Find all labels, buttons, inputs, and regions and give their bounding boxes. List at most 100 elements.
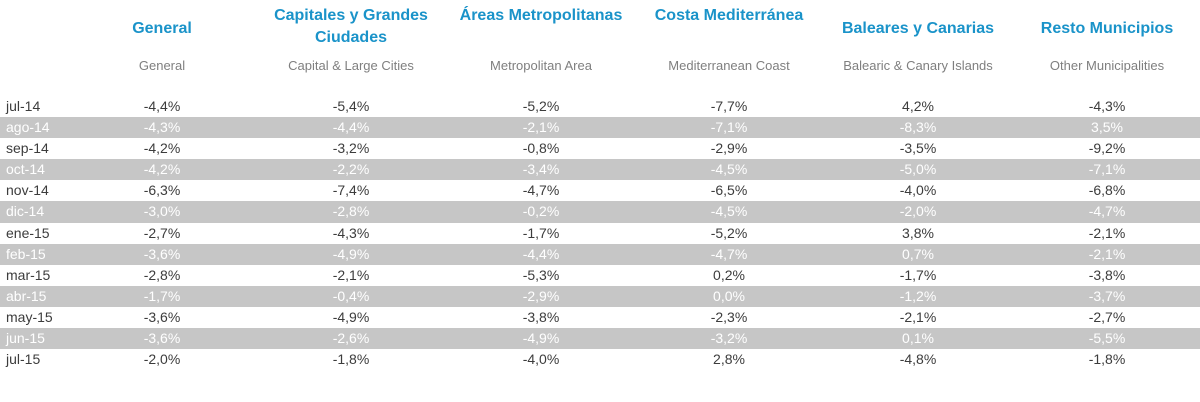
value-cell: -3,6% [143,330,181,347]
column-subtitle: Mediterranean Coast [668,58,790,73]
month-label: nov-14 [6,182,49,199]
month-label: dic-14 [6,203,45,220]
value-cell: -0,2% [522,203,560,220]
value-cell: -2,0% [143,351,181,368]
table-row: sep-14 -4,2% -3,2% -0,8% -2,9% -3,5% -9,2% [0,138,1200,159]
column-title: Capitales y Grandes Ciudades [274,7,428,46]
month-label: oct-14 [6,161,45,178]
month-label: jul-14 [6,98,41,114]
value-cell: -4,9% [332,245,370,262]
table-row: ene-15 -2,7% -4,3% -1,7% -5,2% 3,8% -2,1% [0,223,1200,244]
value-cell: -1,8% [332,351,370,368]
column-title: General [132,20,192,37]
value-cell: -1,8% [1088,351,1126,368]
value-cell: -3,7% [1088,287,1126,304]
value-cell: -3,6% [143,308,181,325]
value-cell: -2,8% [332,203,370,220]
value-cell: -4,3% [332,224,370,241]
value-cell: -3,0% [143,203,181,220]
value-cell: -2,9% [710,140,748,157]
table-row: mar-15 -2,8% -2,1% -5,3% 0,2% -1,7% -3,8% [0,265,1200,286]
value-cell: 0,7% [902,245,934,262]
value-cell: 2,8% [713,351,745,368]
value-cell: -1,7% [899,266,937,283]
value-cell: -2,1% [522,119,560,136]
table-row: jul-14 -4,4% -5,4% -5,2% -7,7% 4,2% -4,3% [0,96,1200,117]
value-cell: -2,3% [710,308,748,325]
table-row: jun-15 -3,6% -2,6% -4,9% -3,2% 0,1% -5,5% [0,328,1200,350]
value-cell: -4,7% [1088,203,1126,220]
value-cell: -6,5% [710,182,748,199]
value-cell: -4,5% [710,203,748,220]
value-cell: -6,8% [1088,182,1126,199]
month-label: abr-15 [6,287,47,304]
value-cell: -2,2% [332,161,370,178]
value-cell: -4,5% [710,161,748,178]
value-cell: -5,4% [332,98,370,114]
value-cell: -1,2% [899,287,937,304]
value-cell: -4,4% [143,98,181,114]
column-subtitle: Balearic & Canary Islands [843,58,993,73]
value-cell: -3,2% [710,330,748,347]
value-cell: -0,4% [332,287,370,304]
month-label: feb-15 [6,245,46,262]
value-cell: -2,1% [332,266,370,283]
table-row: jul-15 -2,0% -1,8% -4,0% 2,8% -4,8% -1,8% [0,349,1200,370]
value-cell: -7,7% [710,98,748,114]
table-row: dic-14 -3,0% -2,8% -0,2% -4,5% -2,0% -4,7% [0,201,1200,223]
column-subtitle: Capital & Large Cities [288,58,414,73]
value-cell: -2,6% [332,330,370,347]
value-cell: -3,4% [522,161,560,178]
value-cell: -4,7% [710,245,748,262]
value-cell: -1,7% [143,287,181,304]
column-title: Costa Mediterránea [654,7,804,24]
value-cell: -7,1% [710,119,748,136]
table-row: ago-14 -4,3% -4,4% -2,1% -7,1% -8,3% 3,5% [0,117,1200,139]
value-cell: -4,0% [899,182,937,199]
value-cell: -5,2% [522,98,560,114]
value-cell: -4,0% [522,351,560,368]
month-label: ago-14 [6,119,50,136]
value-cell: -2,0% [899,203,937,220]
column-title: Resto Municipios [1040,20,1174,37]
table-header: General General Capitales y Grandes Ciudad… [0,0,1200,95]
column-title: Áreas Metropolitanas [459,7,623,24]
column-title: Baleares y Canarias [841,20,995,37]
table-row: oct-14 -4,2% -2,2% -3,4% -4,5% -5,0% -7,1% [0,159,1200,181]
table-row: abr-15 -1,7% -0,4% -2,9% 0,0% -1,2% -3,7% [0,285,1200,307]
value-cell: -5,2% [710,224,748,241]
value-cell: 0,1% [902,330,934,347]
value-cell: -3,8% [522,308,560,325]
value-cell: -8,3% [899,119,937,136]
value-cell: -0,8% [522,140,560,157]
value-cell: -2,7% [1088,308,1126,325]
value-cell: -3,6% [143,245,181,262]
value-cell: -4,4% [332,119,370,136]
value-cell: -4,2% [143,161,181,178]
column-subtitle: Other Municipalities [1049,58,1165,73]
value-cell: -3,8% [1088,266,1126,283]
table-row: nov-14 -6,3% -7,4% -4,7% -6,5% -4,0% -6,8% [0,180,1200,201]
month-label: sep-14 [6,140,49,157]
value-cell: -2,8% [143,266,181,283]
month-label: mar-15 [6,266,51,283]
value-cell: -4,3% [1088,98,1126,114]
value-cell: -4,9% [332,308,370,325]
value-cell: 3,5% [1091,119,1123,136]
value-cell: -4,8% [899,351,937,368]
month-label: may-15 [6,308,53,325]
value-cell: -6,3% [143,182,181,199]
table-row: may-15 -3,6% -4,9% -3,8% -2,3% -2,1% -2,7% [0,307,1200,328]
value-cell: -7,1% [1088,161,1126,178]
value-cell: -2,1% [1088,245,1126,262]
value-cell: -3,5% [899,140,937,157]
value-cell: -2,1% [899,308,937,325]
value-cell: -2,7% [143,224,181,241]
value-cell: -4,3% [143,119,181,136]
column-header: Áreas Metropolitanas Metropolitan Area [446,0,636,95]
value-cell: -5,5% [1088,330,1126,347]
value-cell: 3,8% [902,224,934,241]
month-label: jun-15 [6,330,45,347]
table-row: feb-15 -3,6% -4,9% -4,4% -4,7% 0,7% -2,1% [0,243,1200,265]
value-cell: -4,7% [522,182,560,199]
